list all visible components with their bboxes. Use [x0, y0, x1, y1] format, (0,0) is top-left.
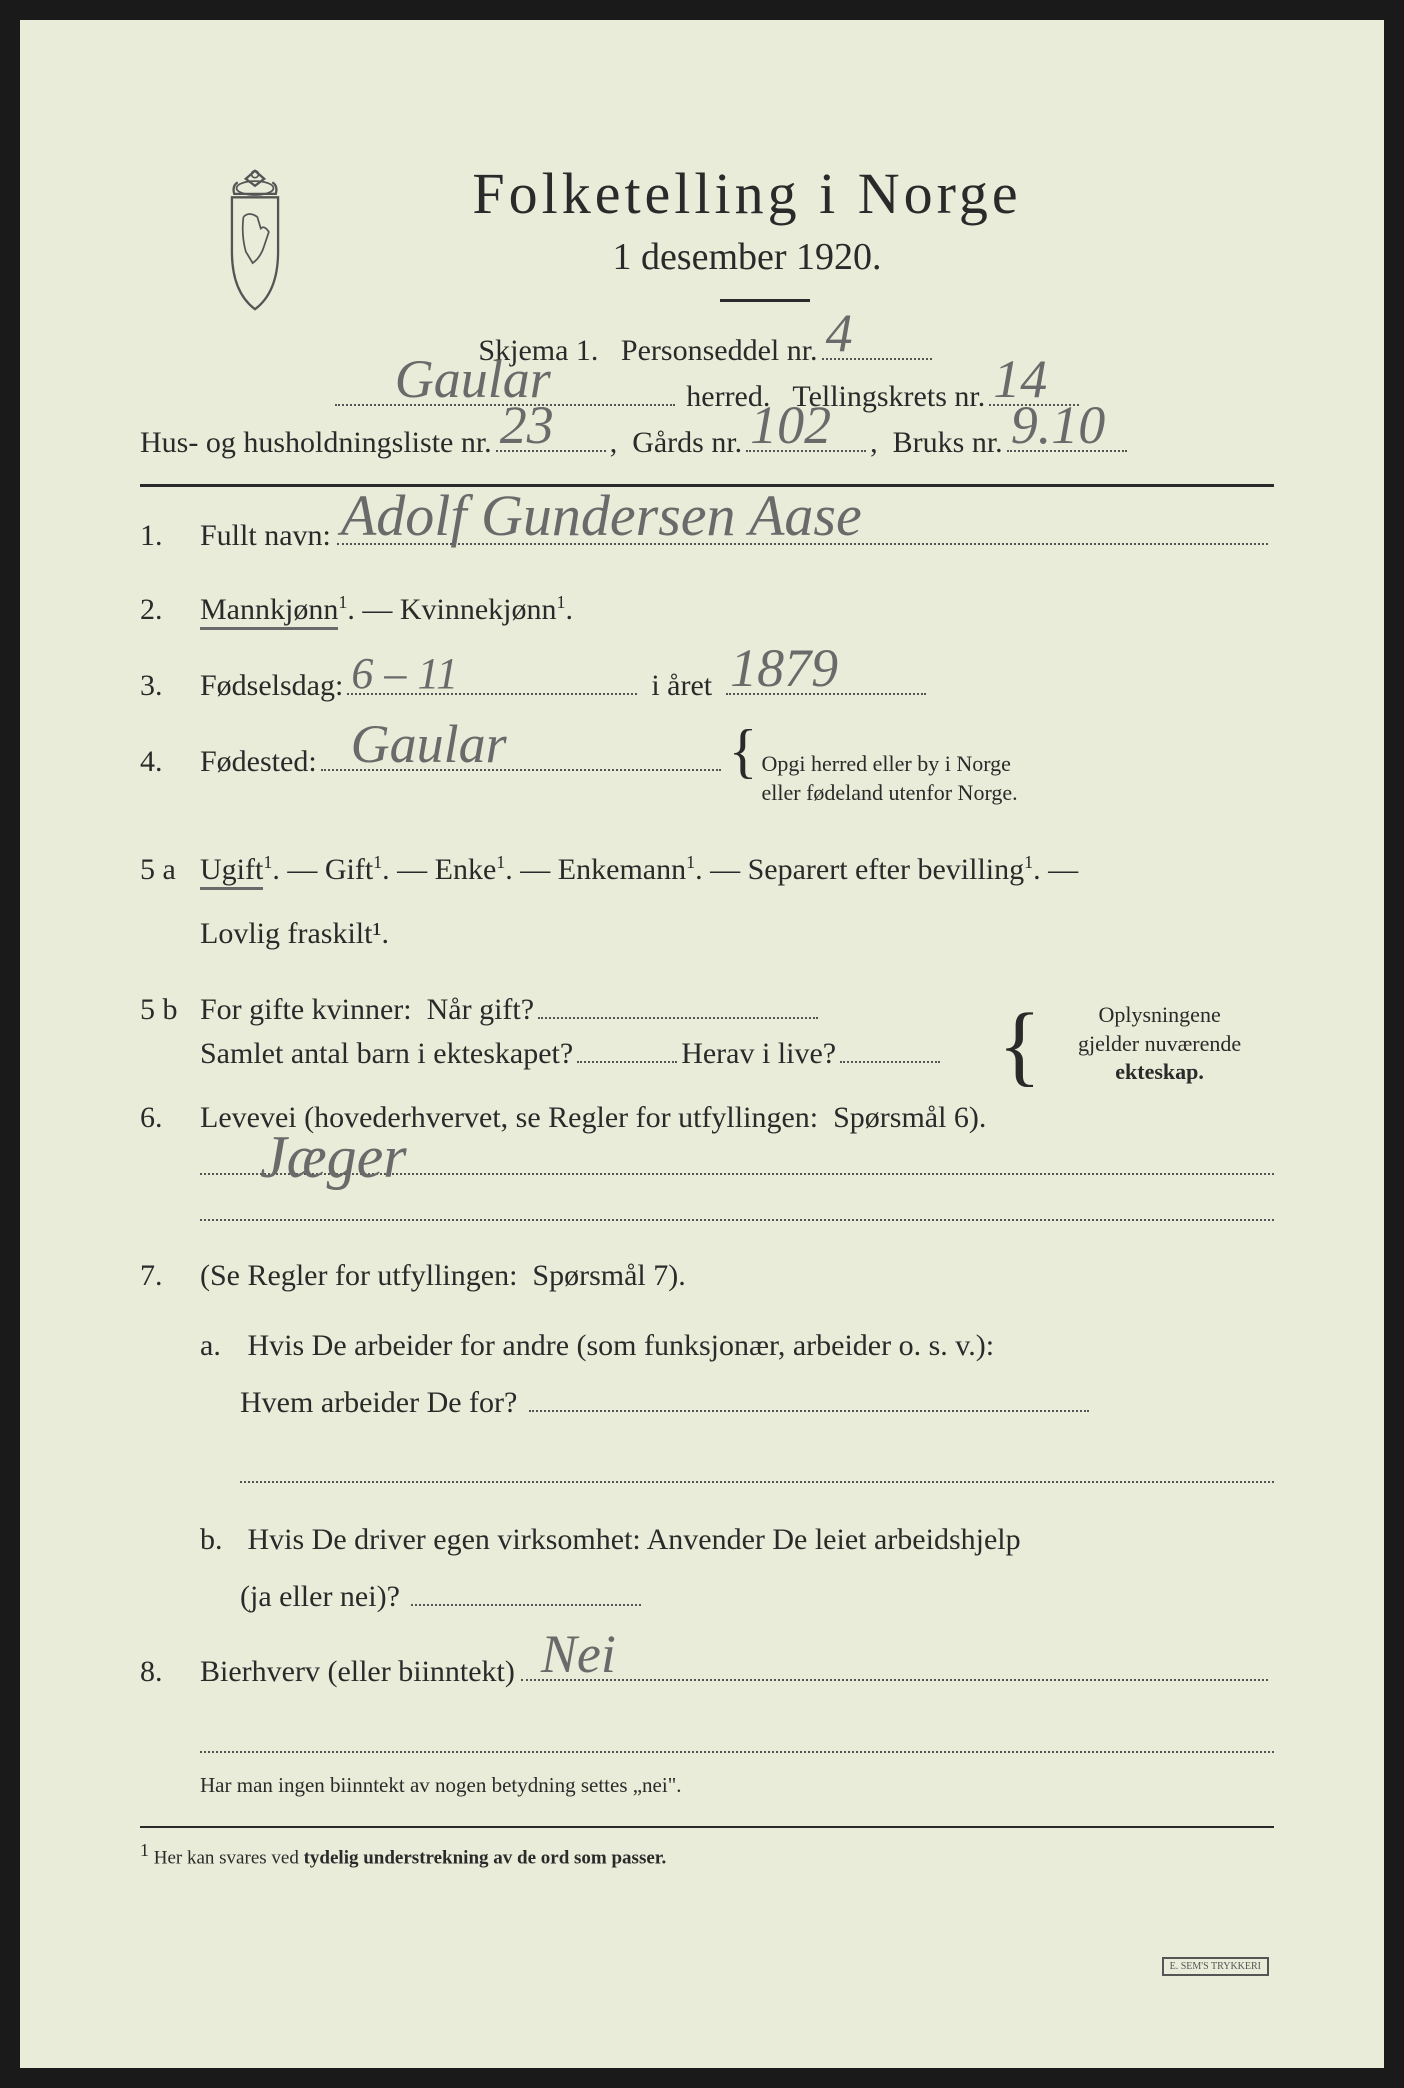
q7-row: 7. (Se Regler for utfyllingen: Spørsmål … [140, 1259, 1274, 1293]
q5a-opt2: Lovlig fraskilt¹. [200, 907, 1274, 961]
q3-label: Fødselsdag: [200, 669, 343, 703]
census-form-page: Folketelling i Norge 1 desember 1920. Sk… [20, 20, 1384, 2068]
bruks-label: , Bruks nr. [870, 426, 1003, 460]
q1-value: Adolf Gundersen Aase [341, 482, 862, 549]
q5b-note1: Oplysningene [1099, 1002, 1221, 1027]
footnote2: 1 Her kan svares ved tydelig understrekn… [140, 1840, 1274, 1869]
q7a-row: a. Hvis De arbeider for andre (som funks… [200, 1317, 1274, 1483]
q6-field-row: Jæger [200, 1141, 1274, 1175]
coat-of-arms-icon [195, 165, 315, 315]
q5b-live-field [840, 1035, 940, 1063]
q8-value: Nei [541, 1623, 616, 1685]
q2-num: 2. [140, 593, 200, 627]
gards-label: , Gårds nr. [610, 426, 742, 460]
personseddel-row: Skjema 1. Personseddel nr. 4 [140, 332, 1274, 368]
q8-row: 8. Bierhverv (eller biinntekt) Nei [140, 1653, 1274, 1689]
q4-label: Fødested: [200, 745, 317, 779]
bruks-field: 9.10 [1007, 424, 1127, 452]
q7a-label: Hvis De arbeider for andre (som funksjon… [248, 1329, 995, 1362]
q3-year-value: 1879 [730, 637, 838, 699]
q3-num: 3. [140, 669, 200, 703]
q6-field2 [200, 1187, 1274, 1221]
q8-field: Nei [521, 1653, 1268, 1681]
q3-day-field: 6 – 11 [347, 667, 637, 695]
q3-row: 3. Fødselsdag: 6 – 11 i året 1879 [140, 667, 1274, 703]
q2-row: 2. Mannkjønn1. — Kvinnekjønn1. [140, 583, 1274, 637]
footnote-divider [140, 1826, 1274, 1828]
personseddel-value: 4 [826, 302, 853, 364]
q8-field2 [200, 1719, 1274, 1753]
q4-field: Gaular [321, 743, 721, 771]
q4-num: 4. [140, 745, 200, 779]
q3-year-label: i året [651, 669, 712, 703]
gards-field: 102 [746, 424, 866, 452]
herred-label: herred. Tellingskrets nr. [679, 380, 985, 414]
hus-value: 23 [500, 394, 554, 456]
q5b-barn-field [577, 1035, 677, 1063]
q5a-num: 5 a [140, 853, 200, 887]
q5b-line2b: Herav i live? [681, 1037, 836, 1071]
q7a-line2: Hvem arbeider De for? [240, 1386, 517, 1419]
personseddel-field: 4 [822, 332, 932, 360]
q8-num: 8. [140, 1655, 200, 1689]
q7b-letter: b. [200, 1511, 240, 1568]
q5a-row: 5 a Ugift1. — Gift1. — Enke1. — Enkemann… [140, 843, 1274, 897]
q1-row: 1. Fullt navn: Adolf Gundersen Aase [140, 517, 1274, 553]
gards-value: 102 [750, 394, 831, 456]
q7a-field [529, 1384, 1089, 1412]
q4-note2: eller fødeland utenfor Norge. [761, 780, 1017, 805]
q7b-field [411, 1578, 641, 1606]
hus-label: Hus- og husholdningsliste nr. [140, 426, 492, 460]
q7a-letter: a. [200, 1317, 240, 1374]
q7-label: (Se Regler for utfyllingen: Spørsmål 7). [200, 1259, 686, 1293]
footnote1: Har man ingen biinntekt av nogen betydni… [200, 1773, 1274, 1798]
q2-body: Mannkjønn1. — Kvinnekjønn1. [200, 583, 1274, 637]
q6-value: Jæger [260, 1123, 407, 1181]
q7-num: 7. [140, 1259, 200, 1293]
q2-mann: Mannkjønn [200, 593, 338, 630]
q5a-row2: Lovlig fraskilt¹. [140, 907, 1274, 961]
q5b-line2a: Samlet antal barn i ekteskapet? [200, 1037, 573, 1071]
q6-num: 6. [140, 1101, 200, 1135]
q4-value: Gaular [351, 713, 507, 775]
form-title: Folketelling i Norge [220, 160, 1274, 227]
brace-icon: { [729, 733, 758, 769]
husliste-row: Hus- og husholdningsliste nr. 23 , Gårds… [140, 424, 1274, 460]
q5b-row2: Samlet antal barn i ekteskapet? Herav i … [140, 1035, 1274, 1071]
q4-note: Opgi herred eller by i Norge eller fødel… [761, 750, 1017, 807]
q5b-line1a: For gifte kvinner: Når gift? [200, 993, 534, 1027]
q8-label: Bierhverv (eller biinntekt) [200, 1655, 515, 1689]
q5b-gift-field [538, 991, 818, 1019]
q1-field: Adolf Gundersen Aase [337, 517, 1268, 545]
q1-num: 1. [140, 519, 200, 553]
q7a-field2 [240, 1449, 1274, 1483]
q5b-num: 5 b [140, 993, 200, 1027]
q3-year-field: 1879 [726, 667, 926, 695]
hus-field: 23 [496, 424, 606, 452]
q5b-row: 5 b For gifte kvinner: Når gift? { Oplys… [140, 991, 1274, 1027]
q1-label: Fullt navn: [200, 519, 331, 553]
q5a-body: Ugift1. — Gift1. — Enke1. — Enkemann1. —… [200, 843, 1274, 897]
q4-note1: Opgi herred eller by i Norge [761, 751, 1010, 776]
q3-day-value: 6 – 11 [351, 648, 458, 699]
printer-stamp: E. SEM'S TRYKKERI [1162, 1957, 1269, 1976]
title-divider [720, 299, 810, 302]
bruks-value: 9.10 [1011, 394, 1106, 456]
q4-row: 4. Fødested: Gaular { Opgi herred eller … [140, 733, 1274, 807]
form-date: 1 desember 1920. [220, 235, 1274, 279]
q7b-label: Hvis De driver egen virksomhet: Anvender… [248, 1523, 1021, 1556]
q7b-row: b. Hvis De driver egen virksomhet: Anven… [200, 1511, 1274, 1625]
q7b-line2: (ja eller nei)? [240, 1580, 400, 1613]
q2-kvinne: Kvinnekjønn [400, 593, 557, 626]
